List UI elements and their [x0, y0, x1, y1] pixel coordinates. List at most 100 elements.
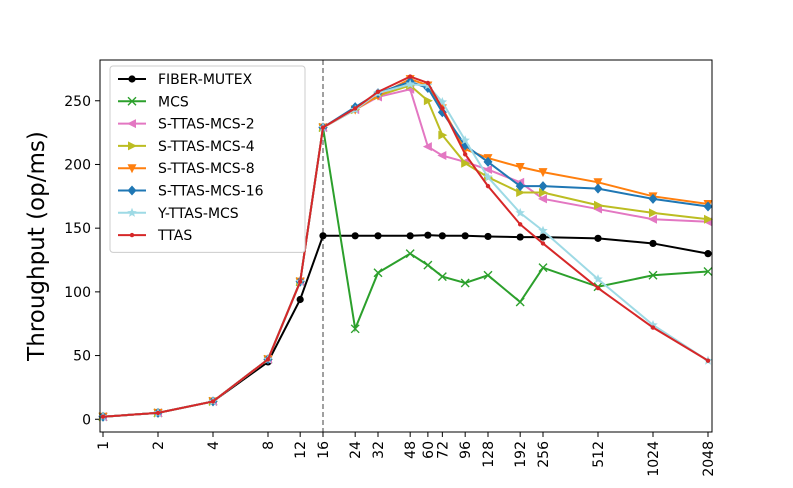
legend-label: TTAS [157, 228, 192, 244]
legend-marker [127, 119, 136, 129]
axis-ticks [95, 100, 709, 437]
data-point-mcs [538, 263, 548, 273]
data-point-ttas [485, 183, 491, 189]
data-point-ttas [705, 358, 711, 363]
x-tick-label: 72 [435, 441, 451, 459]
data-point-s-ttas-mcs-16 [515, 181, 525, 192]
data-point-ttas [265, 357, 271, 362]
data-point-ttas [297, 279, 303, 284]
x-tick-label: 2048 [701, 441, 717, 477]
x-tick-label: 48 [403, 441, 419, 459]
legend-marker [129, 232, 135, 238]
legend-label: FIBER-MUTEX [158, 72, 253, 88]
x-tick-label: 96 [458, 441, 474, 459]
x-tick-label: 16 [316, 441, 332, 459]
y-tick-label: 150 [64, 221, 91, 237]
data-point-y-ttas-mcs [483, 172, 493, 182]
legend-item-y-ttas-mcs: Y-TTAS-MCS [118, 206, 239, 222]
legend-box [109, 65, 306, 253]
legend-item-s-ttas-mcs-16: S-TTAS-MCS-16 [118, 184, 264, 200]
legend: FIBER-MUTEX MCS S-TTAS-MCS-2 S-TTAS-MCS-4 S-… [109, 65, 306, 253]
data-point-mcs [703, 266, 713, 276]
data-point-ttas [540, 241, 546, 246]
data-point-s-ttas-mcs-2 [422, 142, 432, 152]
data-point-s-ttas-mcs-4 [516, 187, 526, 197]
data-point-s-ttas-mcs-2 [483, 165, 492, 175]
y-tick-label: 250 [64, 94, 91, 110]
legend-label: S-TTAS-MCS-8 [158, 161, 255, 177]
legend-label: MCS [158, 94, 189, 110]
data-point-ttas [440, 106, 445, 111]
series-line-fiber-mutex [102, 234, 709, 418]
data-point-fiber-mutex [438, 232, 446, 240]
legend-label: S-TTAS-MCS-4 [158, 139, 255, 155]
legend-marker [128, 141, 137, 151]
y-tick-label: 0 [82, 412, 91, 428]
data-point-mcs [648, 270, 658, 280]
data-point-s-ttas-mcs-16 [703, 201, 713, 212]
series-layer [98, 74, 713, 422]
legend-item-fiber-mutex: FIBER-MUTEX [118, 72, 253, 88]
legend-marker [128, 75, 136, 83]
data-point-mcs [423, 260, 433, 270]
legend-marker [127, 164, 137, 174]
data-point-ttas [210, 399, 216, 404]
legend-marker [127, 96, 137, 106]
data-point-s-ttas-mcs-4 [594, 200, 603, 210]
data-point-s-ttas-mcs-16 [593, 183, 603, 194]
x-tick-label: 128 [481, 441, 497, 468]
data-point-y-ttas-mcs [648, 319, 658, 330]
data-point-mcs [515, 297, 525, 307]
y-tick-label: 200 [64, 157, 91, 173]
data-point-fiber-mutex [296, 295, 304, 304]
data-point-mcs [350, 324, 360, 334]
data-point-s-ttas-mcs-4 [461, 158, 471, 168]
x-tick-label: 4 [206, 441, 222, 450]
x-tick-label: 32 [371, 441, 387, 459]
data-point-s-ttas-mcs-8 [538, 168, 548, 178]
data-point-y-ttas-mcs [515, 207, 525, 217]
data-point-s-ttas-mcs-8 [515, 163, 525, 173]
x-tick-label: 1 [96, 441, 112, 450]
legend-marker [127, 185, 137, 196]
data-point-ttas [352, 106, 358, 111]
data-point-fiber-mutex [649, 239, 657, 248]
y-tick-label: 100 [64, 285, 91, 301]
data-point-y-ttas-mcs [405, 79, 415, 89]
legend-item-mcs: MCS [118, 94, 189, 110]
data-point-s-ttas-mcs-2 [648, 214, 657, 224]
x-tick-label: 12 [293, 441, 309, 459]
data-point-s-ttas-mcs-8 [593, 178, 603, 188]
data-point-s-ttas-mcs-2 [437, 151, 447, 161]
series-ttas [100, 74, 711, 419]
data-point-fiber-mutex [351, 232, 359, 240]
data-point-fiber-mutex [406, 232, 414, 240]
x-tick-label: 24 [348, 441, 364, 459]
data-point-s-ttas-mcs-16 [483, 156, 493, 167]
data-point-fiber-mutex [516, 233, 524, 241]
data-point-ttas [100, 414, 106, 419]
data-point-mcs [437, 272, 447, 282]
data-point-fiber-mutex [461, 232, 469, 240]
x-tick-label: 60 [421, 441, 437, 459]
data-point-fiber-mutex [594, 234, 602, 242]
legend-item-s-ttas-mcs-4: S-TTAS-MCS-4 [118, 139, 255, 155]
legend-marker [127, 207, 137, 217]
data-point-mcs [405, 249, 415, 259]
data-point-fiber-mutex [539, 233, 547, 241]
data-point-ttas [650, 325, 656, 330]
legend-label: Y-TTAS-MCS [157, 206, 239, 222]
y-axis-label: Throughput (op/ms) [24, 131, 50, 362]
data-point-fiber-mutex [484, 232, 492, 241]
x-tick-label: 8 [261, 441, 277, 450]
data-point-s-ttas-mcs-4 [539, 187, 548, 197]
data-point-ttas [517, 222, 523, 227]
plot-frame [99, 59, 713, 433]
data-point-mcs [373, 268, 383, 278]
series-line-ttas [102, 75, 709, 418]
data-point-s-ttas-mcs-2 [538, 194, 547, 204]
data-point-y-ttas-mcs [538, 225, 548, 235]
x-tick-label: 192 [513, 441, 529, 468]
